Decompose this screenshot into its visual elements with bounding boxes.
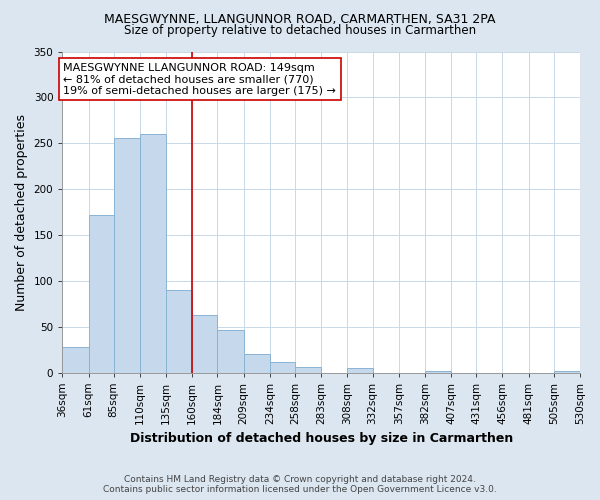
- Bar: [425, 370, 451, 372]
- Bar: [192, 314, 217, 372]
- Bar: [113, 138, 140, 372]
- Text: MAESGWYNNE, LLANGUNNOR ROAD, CARMARTHEN, SA31 2PA: MAESGWYNNE, LLANGUNNOR ROAD, CARMARTHEN,…: [104, 12, 496, 26]
- Bar: [140, 134, 166, 372]
- Bar: [217, 330, 244, 372]
- Text: Size of property relative to detached houses in Carmarthen: Size of property relative to detached ho…: [124, 24, 476, 37]
- Bar: [295, 367, 321, 372]
- Bar: [270, 362, 295, 372]
- Bar: [347, 368, 373, 372]
- X-axis label: Distribution of detached houses by size in Carmarthen: Distribution of detached houses by size …: [130, 432, 513, 445]
- Text: MAESGWYNNE LLANGUNNOR ROAD: 149sqm
← 81% of detached houses are smaller (770)
19: MAESGWYNNE LLANGUNNOR ROAD: 149sqm ← 81%…: [64, 62, 336, 96]
- Bar: [89, 215, 113, 372]
- Bar: [166, 290, 192, 372]
- Bar: [554, 370, 580, 372]
- Text: Contains HM Land Registry data © Crown copyright and database right 2024.
Contai: Contains HM Land Registry data © Crown c…: [103, 474, 497, 494]
- Y-axis label: Number of detached properties: Number of detached properties: [15, 114, 28, 310]
- Bar: [62, 347, 89, 372]
- Bar: [244, 354, 270, 372]
